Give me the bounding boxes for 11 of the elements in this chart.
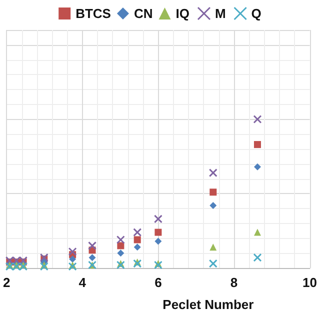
legend-label: IQ: [176, 6, 190, 21]
x-tick-label: 6: [154, 275, 162, 290]
legend-label: Q: [251, 6, 262, 21]
legend-label: BTCS: [76, 6, 112, 21]
x-tick-label: 10: [302, 275, 318, 290]
legend-label: M: [214, 6, 226, 21]
x-axis-title: Peclet Number: [162, 297, 254, 312]
x-tick-label: 8: [230, 275, 238, 290]
legend-label: CN: [134, 6, 153, 21]
x-tick-label: 4: [78, 275, 87, 290]
x-tick-label: 2: [3, 275, 10, 290]
